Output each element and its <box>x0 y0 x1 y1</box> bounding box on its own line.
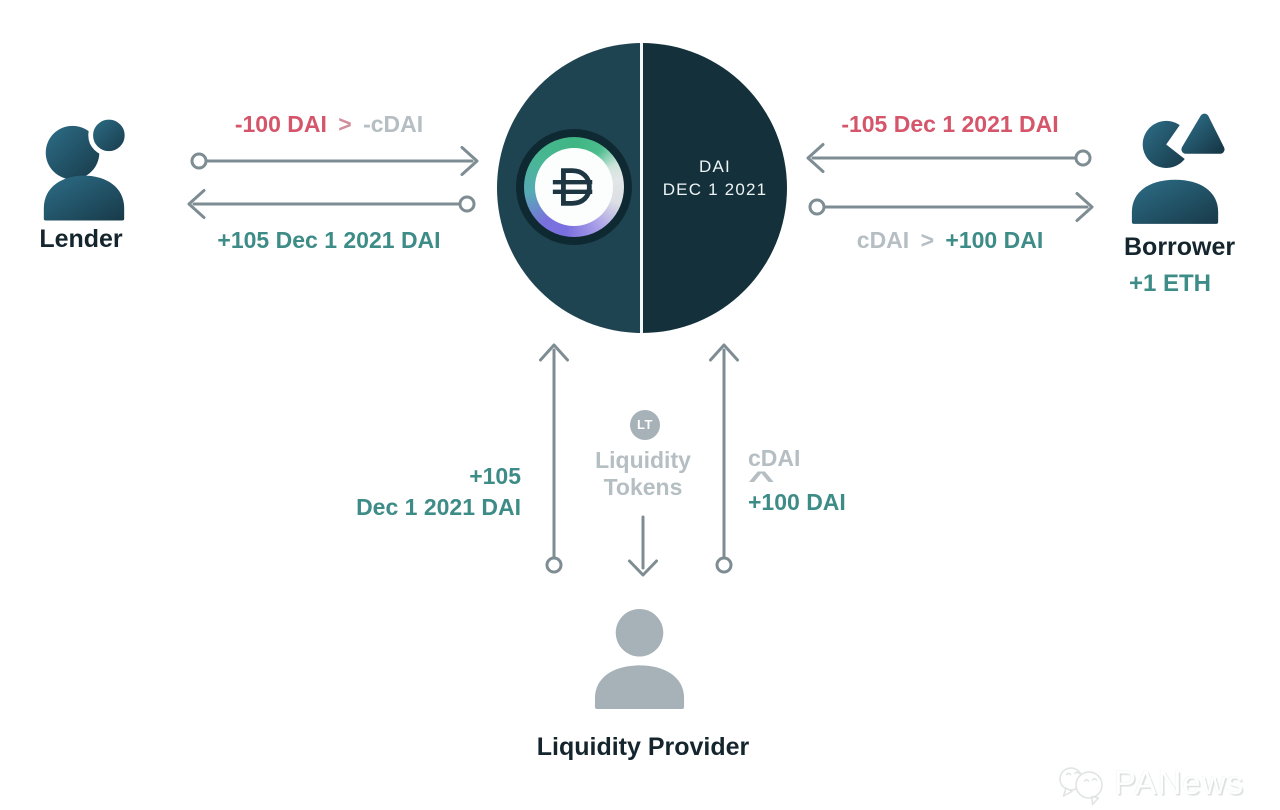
lender-send-gt: > <box>338 111 352 137</box>
liquidity-token-badge: LT <box>630 410 660 440</box>
watermark-brand: PANews <box>1114 764 1245 801</box>
dai-coin <box>516 129 632 245</box>
arrow-lp-deposit-dai <box>539 343 569 574</box>
borrower-label: Borrower <box>1124 233 1236 261</box>
dai-coin-face <box>535 148 613 226</box>
borrower-receive-token: cDAI <box>856 227 910 253</box>
borrower-receive-gt: > <box>920 227 935 253</box>
lender-send-label: -100 DAI > -cDAI <box>204 111 454 138</box>
borrower-receive-label: cDAI > +100 DAI <box>822 227 1078 254</box>
lp-deposit-label: +105 Dec 1 2021 DAI <box>300 461 521 523</box>
arrow-lp-deposit-cdai <box>709 343 739 574</box>
arrow-borrower-repay <box>806 143 1092 173</box>
lp-withdraw-token: cDAI <box>748 445 801 471</box>
lender-icon <box>43 114 128 221</box>
lp-deposit-line1: +105 <box>469 463 521 489</box>
arrow-lender-payout <box>187 189 476 219</box>
pool-label-line1: DAI <box>699 157 731 176</box>
borrower-receive-result: +100 DAI <box>945 227 1044 253</box>
borrower-icon <box>1131 112 1226 224</box>
liquidity-tokens-line1: Liquidity <box>595 447 691 473</box>
arrow-lender-deposit <box>190 146 479 176</box>
liquidity-provider-icon <box>594 609 685 709</box>
pool-label-line2: DEC 1 2021 <box>662 180 768 199</box>
dai-coin-ring <box>524 137 624 237</box>
borrower-repay-label: -105 Dec 1 2021 DAI <box>841 111 1059 137</box>
lender-label: Lender <box>39 225 123 253</box>
lender-send-amount: -100 DAI <box>234 111 327 137</box>
lender-receive-label: +105 Dec 1 2021 DAI <box>217 227 441 253</box>
lender-send-result: -cDAI <box>363 111 424 137</box>
pool-divider-line <box>640 43 643 333</box>
dai-symbol-icon <box>552 168 593 206</box>
pool-label: DAI DEC 1 2021 <box>645 155 785 201</box>
lp-withdraw-label: cDAI ^ +100 DAI <box>748 446 878 514</box>
liquidity-provider-label: Liquidity Provider <box>536 733 750 761</box>
lp-withdraw-result: +100 DAI <box>748 489 846 515</box>
watermark: PANews <box>1056 760 1244 806</box>
arrow-borrower-borrow <box>808 192 1094 222</box>
panews-bubbles-icon <box>1059 767 1103 806</box>
lp-deposit-line2: Dec 1 2021 DAI <box>356 494 521 520</box>
borrower-balance-label: +1 ETH <box>1128 270 1212 297</box>
liquidity-tokens-label: Liquidity Tokens <box>578 447 708 501</box>
arrow-lt-to-provider <box>628 515 658 577</box>
lp-withdraw-caret: ^ <box>748 467 775 494</box>
liquidity-tokens-line2: Tokens <box>603 474 683 500</box>
